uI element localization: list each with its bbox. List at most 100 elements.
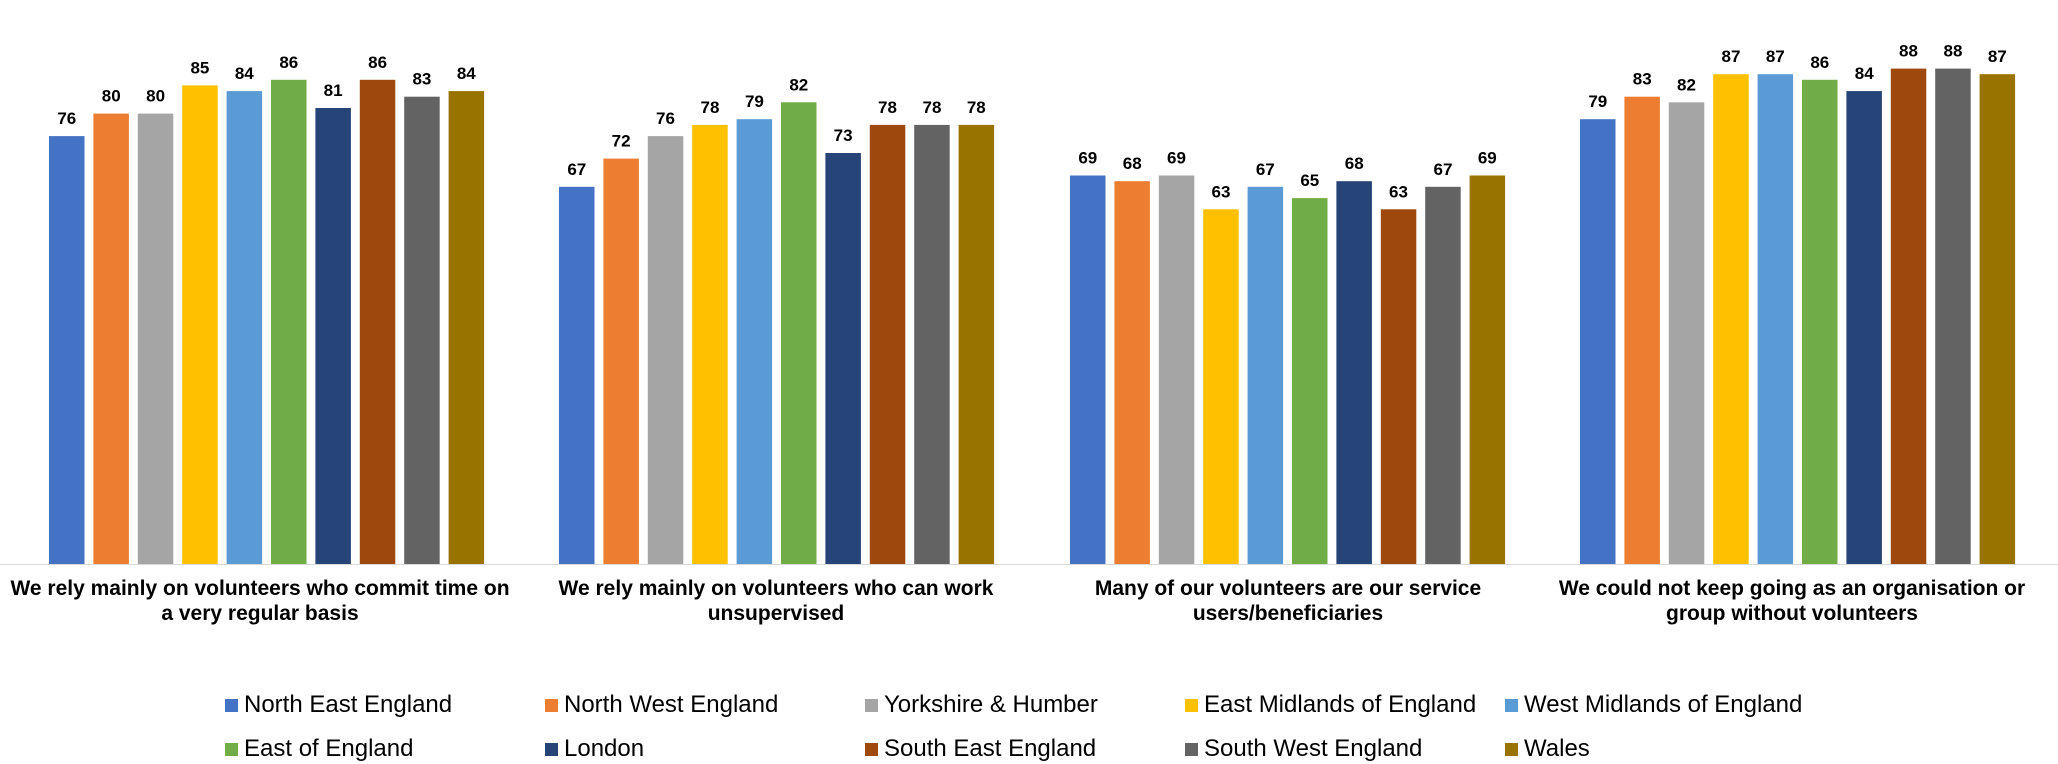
data-label: 86 xyxy=(1810,53,1829,72)
legend-swatch xyxy=(545,742,558,756)
bar xyxy=(1935,68,1971,564)
data-label: 78 xyxy=(967,98,986,117)
data-label: 82 xyxy=(789,75,808,94)
bar xyxy=(1713,74,1749,564)
data-label: 79 xyxy=(1588,92,1607,111)
bar xyxy=(182,85,218,565)
category-label-regular-basis: We rely mainly on volunteers who commit … xyxy=(0,576,520,626)
data-label: 79 xyxy=(745,92,764,111)
data-label: 67 xyxy=(1434,160,1453,179)
data-label: 67 xyxy=(1256,160,1275,179)
data-label: 84 xyxy=(1855,64,1874,83)
data-label: 88 xyxy=(1899,42,1918,61)
data-label: 67 xyxy=(567,160,586,179)
bar xyxy=(49,136,85,564)
bar xyxy=(1469,175,1506,564)
bar xyxy=(137,113,174,564)
legend-label: West Midlands of England xyxy=(1524,691,1803,718)
data-label: 68 xyxy=(1123,154,1142,173)
data-label: 69 xyxy=(1478,149,1497,168)
legend-label: South East England xyxy=(884,735,1097,762)
bar xyxy=(825,153,861,564)
data-label: 85 xyxy=(190,58,209,77)
data-label: 84 xyxy=(457,64,476,83)
legend-swatch xyxy=(1185,698,1198,712)
legend-swatch xyxy=(545,698,558,712)
legend-item-london: London xyxy=(545,734,644,764)
legend-label: East Midlands of England xyxy=(1204,691,1477,718)
category-label-line: unsupervised xyxy=(707,602,845,625)
category-label-unsupervised: We rely mainly on volunteers who can wor… xyxy=(516,576,1036,626)
legend-label: South West England xyxy=(1204,735,1423,762)
legend-item-east-of-england: East of England xyxy=(225,734,413,764)
legend-item-north-west-england: North West England xyxy=(545,690,778,720)
data-label: 65 xyxy=(1300,171,1319,190)
bar xyxy=(404,96,440,564)
legend-item-west-midlands: West Midlands of England xyxy=(1505,690,1802,720)
data-label: 76 xyxy=(57,109,76,128)
data-label: 84 xyxy=(235,64,254,83)
bar xyxy=(1979,74,2016,564)
bar xyxy=(359,79,396,565)
legend-swatch xyxy=(1505,742,1518,756)
legend-item-south-east-england: South East England xyxy=(865,734,1096,764)
data-label: 78 xyxy=(923,98,942,117)
category-label-could-not-keep-going: We could not keep going as an organisati… xyxy=(1532,576,2052,626)
data-label: 80 xyxy=(102,87,121,106)
bar xyxy=(958,124,995,565)
bar xyxy=(869,124,906,565)
data-label: 83 xyxy=(412,70,431,89)
data-label: 86 xyxy=(279,53,298,72)
bar xyxy=(1802,79,1838,565)
bar xyxy=(1580,119,1616,564)
legend-label: Yorkshire & Humber xyxy=(884,691,1098,718)
bar xyxy=(448,91,485,564)
legend-label: East of England xyxy=(244,735,414,762)
data-label: 87 xyxy=(1766,47,1785,66)
bar xyxy=(271,79,307,565)
data-label: 72 xyxy=(612,132,631,151)
bar xyxy=(1890,68,1927,564)
bar xyxy=(692,124,728,565)
category-label-line: We rely mainly on volunteers who can wor… xyxy=(558,577,994,600)
legend-swatch xyxy=(865,742,878,756)
bar xyxy=(226,91,263,564)
bar xyxy=(1668,102,1705,565)
category-label-line: users/beneficiaries xyxy=(1192,602,1384,625)
legend-label: North East England xyxy=(244,691,453,718)
data-label: 80 xyxy=(146,87,165,106)
data-label: 87 xyxy=(1988,47,2007,66)
category-label-service-users: Many of our volunteers are our service u… xyxy=(1028,576,1548,626)
data-label: 78 xyxy=(701,98,720,117)
bar xyxy=(1203,209,1239,565)
data-label: 83 xyxy=(1633,70,1652,89)
data-label: 63 xyxy=(1389,182,1408,201)
bar xyxy=(1425,186,1461,565)
data-label: 87 xyxy=(1722,47,1741,66)
legend-swatch xyxy=(865,698,878,712)
bar xyxy=(1158,175,1195,564)
legend-item-east-midlands: East Midlands of England xyxy=(1185,690,1476,720)
data-label: 78 xyxy=(878,98,897,117)
legend-label: London xyxy=(564,735,645,762)
bar xyxy=(1247,186,1284,565)
data-label: 63 xyxy=(1212,182,1231,201)
bar xyxy=(315,108,351,564)
legend-swatch xyxy=(225,742,238,756)
data-label: 69 xyxy=(1078,149,1097,168)
data-label: 68 xyxy=(1345,154,1364,173)
legend-swatch xyxy=(225,698,238,712)
bar xyxy=(1292,198,1328,564)
category-label-line: a very regular basis xyxy=(161,602,359,625)
legend-item-south-west-england: South West England xyxy=(1185,734,1422,764)
data-label: 69 xyxy=(1167,149,1186,168)
legend-label: Wales xyxy=(1524,735,1590,762)
category-label-line: We rely mainly on volunteers who commit … xyxy=(10,577,510,600)
bar xyxy=(781,102,817,565)
bar xyxy=(93,113,129,564)
bar xyxy=(1846,91,1882,564)
bar xyxy=(1380,209,1417,565)
data-label: 73 xyxy=(834,126,853,145)
bar xyxy=(1336,181,1372,564)
